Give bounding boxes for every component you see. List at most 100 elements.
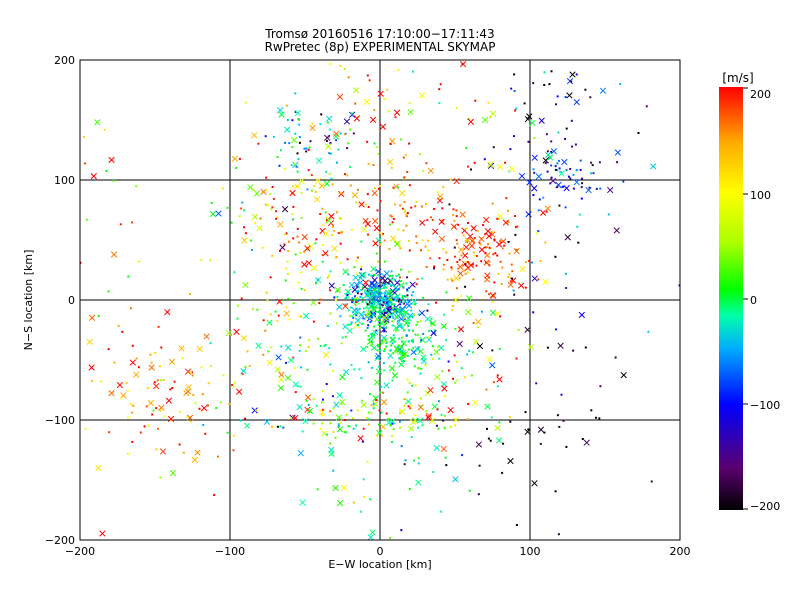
x-tick-label: 0 [377,545,384,558]
data-point-cross [313,196,321,203]
data-point-cross [546,154,554,161]
data-point-dot [226,206,229,209]
data-point-dot [312,320,315,323]
data-point-dot [355,290,358,293]
data-point-cross [535,173,543,180]
data-point-dot [238,157,241,160]
data-point-dot [384,283,387,286]
data-point-dot [564,206,567,209]
data-point-cross [284,374,292,382]
data-point-dot [294,253,297,256]
data-point-cross [298,177,305,185]
data-point-dot [392,334,395,337]
data-point-dot [240,297,243,300]
data-point-cross [147,399,154,407]
data-point-dot [432,323,435,326]
data-point-dot [303,250,306,253]
data-point-dot [515,524,518,526]
data-point-cross [420,354,427,361]
data-point-cross [369,529,376,536]
data-point-dot [404,154,407,156]
data-point-dot [158,365,161,368]
data-point-dot [406,276,409,279]
data-point-cross [364,220,371,228]
data-point-dot [408,270,411,273]
data-point-dot [84,427,87,430]
data-point-dot [574,143,577,146]
data-point-dot [173,380,176,383]
x-tick-label: 200 [670,545,691,558]
data-point-cross [108,156,115,164]
data-point-dot [385,345,388,348]
data-point-dot [366,326,369,329]
data-point-dot [570,119,573,122]
data-point-cross [289,189,296,197]
data-point-dot [329,289,332,292]
data-point-dot [340,403,343,405]
data-point-dot [527,140,530,143]
data-point-cross [242,281,249,289]
data-point-dot [537,278,540,281]
data-point-dot [369,287,372,290]
data-point-cross [348,111,356,118]
data-point-dot [410,404,413,407]
data-point-dot [550,140,553,143]
data-point-cross [191,456,198,463]
data-point-dot [366,193,369,196]
data-point-cross [531,275,538,282]
data-point-dot [546,150,549,153]
data-point-dot [425,266,428,268]
data-point-dot [237,304,240,307]
data-point-dot [533,137,536,139]
data-point-cross [328,213,335,220]
data-point-dot [401,336,403,339]
data-point-dot [155,448,158,451]
data-point-dot [301,430,304,433]
data-point-dot [162,379,165,381]
data-point-cross [353,322,360,329]
data-point-dot [478,464,481,467]
data-point-dot [310,174,313,176]
data-point-dot [342,284,345,286]
data-point-dot [400,300,403,303]
data-point-dot [381,340,384,342]
data-point-dot [453,246,456,249]
data-point-dot [449,425,452,428]
data-point-dot [151,413,154,416]
data-point-dot [366,290,369,293]
data-point-dot [390,303,393,306]
data-point-dot [432,471,435,473]
data-point-dot [375,434,378,437]
data-point-dot [297,281,300,284]
data-point-cross [386,158,394,166]
data-point-dot [300,366,303,369]
data-point-dot [405,224,408,227]
data-point-cross [343,118,351,125]
data-point-dot [275,217,278,220]
data-point-dot [466,271,469,274]
data-point-dot [384,323,387,326]
data-point-dot [396,309,399,312]
data-point-dot [616,161,619,164]
data-point-dot [498,421,501,424]
data-point-dot [300,216,303,219]
data-point-cross [380,334,388,341]
data-point-dot [194,402,197,405]
data-point-dot [352,501,355,504]
data-point-dot [372,275,374,277]
data-point-dot [493,281,496,284]
data-point-dot [363,289,366,292]
data-point-dot [314,242,317,245]
data-point-dot [256,308,259,311]
data-point-dot [351,417,354,420]
data-point-cross [599,87,607,94]
data-point-cross [301,261,308,268]
data-point-dot [455,215,458,218]
data-point-dot [157,427,159,430]
data-point-dot [335,298,337,301]
data-point-dot [452,305,455,308]
data-point-cross [438,218,445,225]
data-point-dot [399,204,402,207]
data-point-dot [288,318,291,321]
data-point-cross [399,351,407,358]
